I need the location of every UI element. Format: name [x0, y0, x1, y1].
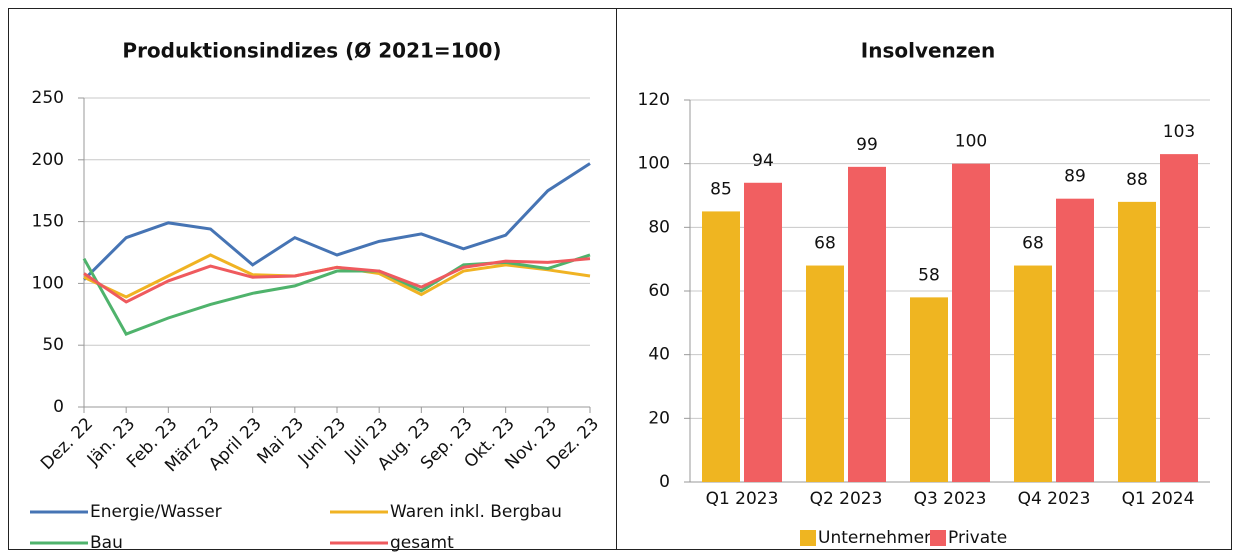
x-tick-label: Dez. 22: [37, 414, 97, 474]
y-tick-label: 60: [648, 281, 670, 301]
y-tick-label: 80: [648, 217, 670, 237]
y-tick-label: 100: [32, 273, 64, 293]
bar: [910, 297, 948, 482]
bar: [806, 265, 844, 482]
legend-label: Private: [948, 528, 1007, 548]
legend-label: gesamt: [390, 533, 454, 553]
y-tick-label: 0: [659, 472, 670, 492]
data-label: 58: [918, 265, 940, 285]
legend-label: Unternehmen: [818, 528, 935, 548]
y-tick-label: 50: [42, 335, 64, 355]
data-label: 94: [752, 151, 774, 171]
bar: [952, 163, 990, 482]
chart-title: Produktionsindizes (Ø 2021=100): [122, 39, 501, 63]
line-series: [82, 162, 591, 281]
x-tick-label: Juni 23: [294, 414, 350, 470]
bar: [1014, 265, 1052, 482]
y-tick-label: 200: [32, 150, 64, 170]
legend-label: Energie/Wasser: [90, 502, 222, 522]
legend-swatch: [800, 530, 816, 546]
data-label: 68: [814, 234, 836, 254]
data-label: 99: [856, 135, 878, 155]
y-tick-label: 120: [638, 90, 670, 110]
right-frame: [616, 8, 1232, 550]
legend-label: Bau: [90, 533, 123, 553]
data-label: 100: [955, 132, 987, 152]
data-label: 88: [1126, 170, 1148, 190]
x-tick-label: Q4 2023: [1018, 489, 1091, 509]
bar: [1118, 201, 1156, 482]
x-tick-label: Q1 2023: [706, 489, 779, 509]
y-tick-label: 0: [53, 397, 64, 417]
x-tick-label: Q2 2023: [810, 489, 883, 509]
bar: [702, 211, 740, 482]
line-series: [83, 257, 591, 304]
bar: [1056, 198, 1094, 482]
y-tick-label: 100: [638, 154, 670, 174]
data-label: 103: [1163, 122, 1195, 142]
chart-title: Insolvenzen: [861, 39, 995, 63]
bar: [744, 182, 782, 482]
legend-label: Waren inkl. Bergbau: [390, 502, 562, 522]
data-label: 89: [1064, 167, 1086, 187]
y-tick-label: 20: [648, 408, 670, 428]
x-tick-label: Q3 2023: [914, 489, 987, 509]
data-label: 85: [710, 179, 732, 199]
bar: [848, 166, 886, 482]
y-tick-label: 40: [648, 345, 670, 365]
data-label: 68: [1022, 234, 1044, 254]
y-tick-label: 250: [32, 88, 64, 108]
y-tick-label: 150: [32, 212, 64, 232]
bar: [1160, 154, 1198, 482]
legend-swatch: [930, 530, 946, 546]
x-tick-label: Q1 2024: [1122, 489, 1195, 509]
